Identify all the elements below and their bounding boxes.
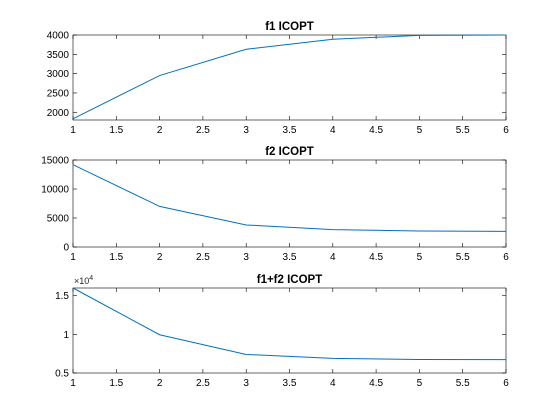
x-tick-label: 5.5 [456,252,470,263]
x-tick-label: 4.5 [369,252,383,263]
y-tick-label: 4000 [47,31,70,42]
subplot-title: f2 ICOPT [265,146,314,158]
y-tick-label: 15000 [41,156,69,167]
x-tick-label: 3.5 [283,125,297,136]
y-tick-label: 2500 [47,88,70,99]
y-tick-label: 3000 [47,69,70,80]
plot-area [72,287,507,374]
x-tick-label: 5 [417,378,423,389]
x-tick-label: 2.5 [196,125,210,136]
x-tick-label: 6 [503,125,509,136]
y-tick-label: 5000 [47,214,70,225]
x-tick-label: 3 [243,252,249,263]
x-tick-label: 5.5 [456,378,470,389]
x-tick-label: 5 [417,252,423,263]
series-line [72,34,507,120]
y-exponent-label: ×104 [74,275,93,286]
x-tick-label: 2 [157,378,163,389]
plot-area [72,159,507,248]
x-tick-label: 3 [243,378,249,389]
x-tick-label: 4 [330,378,336,389]
x-tick-label: 1.5 [109,125,123,136]
y-tick-label: 3500 [47,50,70,61]
plot-area [72,34,507,121]
x-tick-label: 1 [70,378,76,389]
x-tick-label: 1 [70,252,76,263]
x-tick-label: 2 [157,252,163,263]
x-tick-label: 2 [157,125,163,136]
x-tick-label: 1.5 [109,252,123,263]
y-tick-label: 10000 [41,185,69,196]
x-tick-label: 2.5 [196,378,210,389]
y-tick-label: 0 [63,243,69,254]
y-tick-label: 1.5 [55,291,69,302]
x-tick-label: 3.5 [283,252,297,263]
x-tick-label: 5 [417,125,423,136]
x-tick-label: 6 [503,378,509,389]
y-tick-label: 2000 [47,108,70,119]
subplot-title: f1 ICOPT [265,21,314,33]
x-tick-label: 4.5 [369,378,383,389]
x-tick-label: 2.5 [196,252,210,263]
x-tick-label: 4 [330,252,336,263]
x-tick-label: 1 [70,125,76,136]
subplot-1: f1 ICOPT 1 1.5 2 2.5 3 3.5 4 4.5 5 5.5 6 2000 2500 300… [47,21,509,136]
x-tick-label: 4 [330,125,336,136]
subplot-2: f2 ICOPT 1 1.5 2 2.5 3 3.5 4 4.5 5 5.5 6 0 5000 10000 1… [41,146,509,263]
y-tick-label: 0.5 [55,369,69,380]
series-line [72,287,507,361]
x-tick-label: 5.5 [456,125,470,136]
x-tick-label: 4.5 [369,125,383,136]
x-tick-label: 1.5 [109,378,123,389]
series-line [72,164,507,232]
x-tick-label: 3 [243,125,249,136]
y-tick-label: 1 [63,330,69,341]
x-tick-label: 6 [503,252,509,263]
subplot-title: f1+f2 ICOPT [257,274,323,286]
x-tick-label: 3.5 [283,378,297,389]
